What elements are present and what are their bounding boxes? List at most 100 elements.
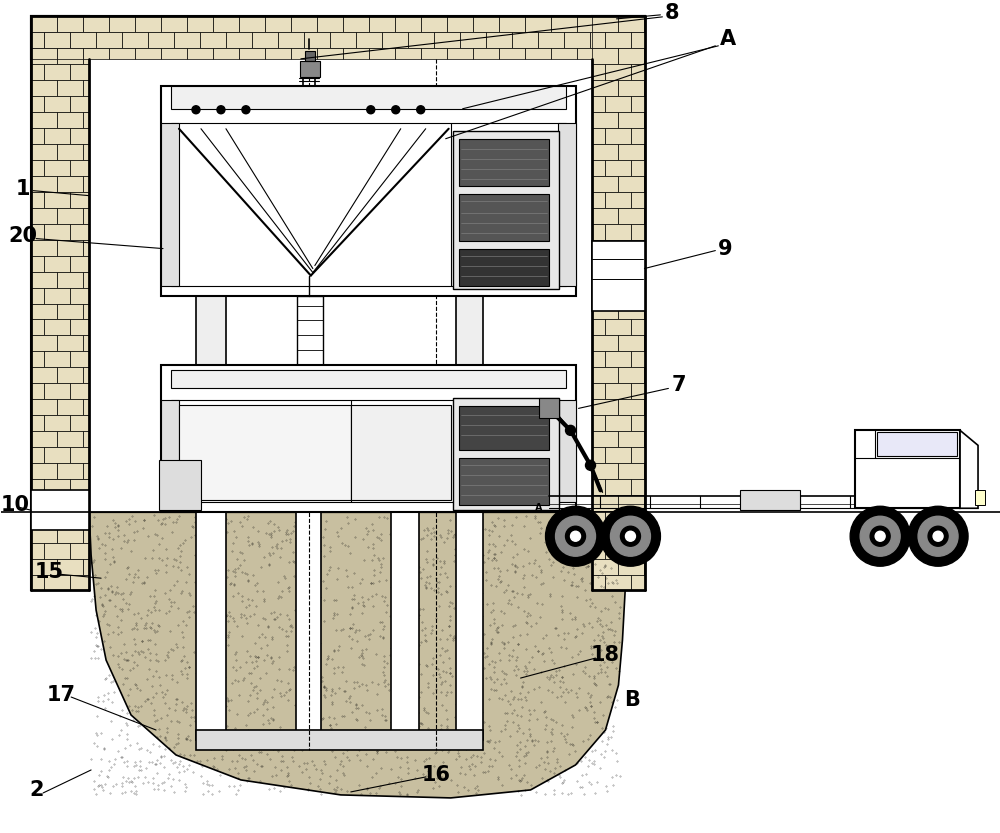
- Bar: [592, 207, 618, 223]
- Bar: [31, 16, 89, 590]
- Bar: [592, 256, 605, 272]
- Bar: [605, 383, 631, 399]
- Bar: [631, 543, 645, 559]
- Bar: [421, 16, 447, 32]
- Bar: [499, 16, 525, 32]
- Text: B: B: [625, 690, 640, 710]
- Circle shape: [625, 531, 635, 541]
- Bar: [57, 47, 83, 64]
- Bar: [57, 16, 83, 32]
- Bar: [70, 256, 89, 272]
- Bar: [330, 32, 356, 47]
- Bar: [70, 416, 89, 431]
- Bar: [57, 112, 83, 127]
- Bar: [631, 160, 645, 176]
- Bar: [70, 192, 89, 207]
- Bar: [31, 64, 44, 80]
- Bar: [356, 32, 382, 47]
- Bar: [459, 193, 549, 241]
- Bar: [174, 32, 200, 47]
- Circle shape: [392, 106, 400, 114]
- Bar: [592, 16, 618, 32]
- Bar: [592, 241, 645, 311]
- Bar: [605, 256, 631, 272]
- Bar: [44, 160, 70, 176]
- Bar: [558, 122, 576, 286]
- Bar: [304, 32, 330, 47]
- Bar: [631, 416, 645, 431]
- Bar: [592, 176, 618, 192]
- Bar: [31, 496, 57, 511]
- Bar: [459, 139, 549, 186]
- Bar: [83, 47, 109, 59]
- Bar: [592, 399, 618, 416]
- Bar: [83, 527, 89, 543]
- Bar: [605, 127, 631, 144]
- Bar: [456, 512, 483, 740]
- Bar: [877, 432, 957, 456]
- Bar: [618, 144, 644, 160]
- Bar: [83, 47, 89, 64]
- Bar: [31, 240, 57, 256]
- Circle shape: [586, 461, 595, 471]
- Bar: [592, 16, 645, 590]
- Bar: [592, 559, 618, 576]
- Circle shape: [556, 516, 595, 556]
- Bar: [135, 16, 161, 32]
- Bar: [592, 112, 618, 127]
- Bar: [369, 16, 395, 32]
- Circle shape: [860, 516, 900, 556]
- Bar: [391, 512, 419, 740]
- Bar: [109, 16, 135, 32]
- Text: 8: 8: [665, 2, 680, 22]
- Bar: [83, 176, 89, 192]
- Text: A: A: [720, 29, 736, 49]
- Text: A: A: [535, 503, 542, 513]
- Bar: [592, 127, 605, 144]
- Bar: [459, 458, 549, 506]
- Bar: [631, 64, 645, 80]
- Bar: [122, 32, 148, 47]
- Bar: [83, 272, 89, 287]
- Bar: [343, 16, 369, 32]
- Bar: [161, 47, 187, 59]
- Bar: [31, 543, 44, 559]
- Circle shape: [566, 526, 586, 546]
- Bar: [44, 543, 70, 559]
- Bar: [592, 383, 605, 399]
- Bar: [525, 47, 551, 59]
- Text: 9: 9: [718, 238, 733, 258]
- Bar: [408, 32, 434, 47]
- Bar: [265, 47, 291, 59]
- Bar: [291, 47, 317, 59]
- Bar: [179, 406, 351, 501]
- Bar: [631, 479, 645, 496]
- Bar: [44, 127, 70, 144]
- Bar: [605, 64, 631, 80]
- Bar: [343, 47, 369, 59]
- Bar: [31, 176, 57, 192]
- Bar: [592, 431, 618, 447]
- Bar: [434, 32, 460, 47]
- Bar: [631, 511, 645, 527]
- Bar: [317, 16, 343, 32]
- Bar: [135, 47, 161, 59]
- Bar: [196, 512, 226, 740]
- Bar: [70, 383, 89, 399]
- Bar: [31, 96, 44, 112]
- Circle shape: [933, 531, 943, 541]
- Bar: [31, 463, 57, 479]
- Bar: [57, 431, 83, 447]
- Bar: [70, 576, 89, 590]
- Bar: [265, 16, 291, 32]
- Bar: [31, 479, 44, 496]
- Bar: [855, 431, 960, 508]
- Bar: [161, 122, 179, 286]
- Bar: [605, 576, 631, 590]
- Bar: [31, 416, 44, 431]
- Bar: [605, 320, 631, 336]
- Bar: [618, 80, 644, 96]
- Bar: [453, 398, 559, 511]
- Bar: [525, 16, 551, 32]
- Bar: [70, 127, 89, 144]
